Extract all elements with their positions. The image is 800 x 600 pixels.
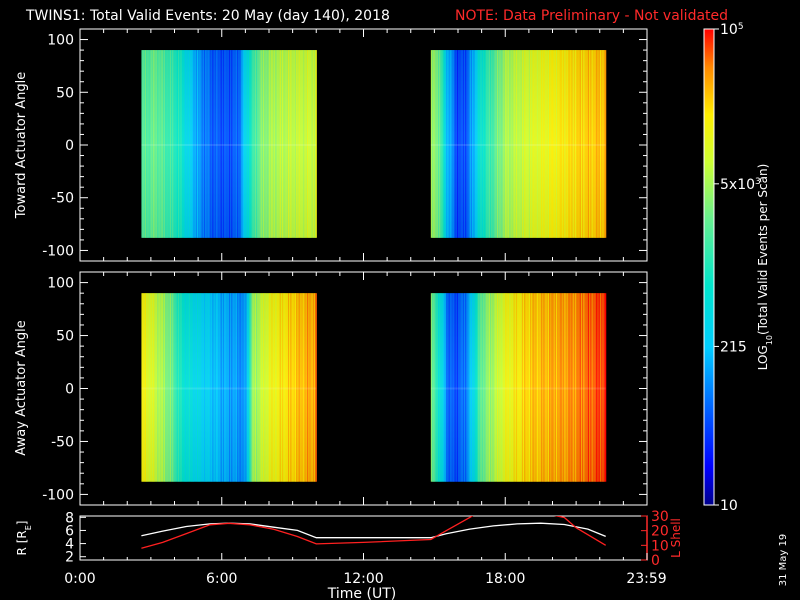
r-axis-label-main: R [R	[15, 530, 29, 555]
y-tick-label: 0	[65, 138, 74, 154]
toward-y-axis-label: Toward Actuator Angle	[14, 72, 29, 219]
colorbar-tick-label: 215	[720, 339, 747, 355]
toward-heatmap-cells	[141, 50, 607, 238]
r-axis-label-sub: E	[24, 525, 33, 530]
y-tick-label: -50	[51, 434, 74, 450]
r-axis-label: R [RE]	[15, 521, 33, 556]
away-y-axis-label: Away Actuator Angle	[14, 320, 29, 455]
time-axis-label: Time (UT)	[327, 586, 396, 600]
colorbar-tick-label: 10	[720, 498, 738, 514]
r-axis-label-end: ]	[15, 521, 29, 526]
colorbar-tick-label: 105	[720, 22, 744, 38]
time-tick-label: 23:59	[626, 571, 666, 587]
y-tick-label: -100	[42, 487, 74, 503]
heatmap-shading	[141, 50, 317, 238]
lshell-tick-label: 20	[651, 524, 669, 540]
orbit-series	[141, 516, 607, 549]
time-tick-label: 0:00	[64, 571, 95, 587]
y-tick-label: 0	[65, 382, 74, 398]
colorbar-tick-exponent: 3	[755, 177, 761, 187]
date-stamp: 31 May 19	[778, 534, 789, 586]
r-tick-label: 4	[65, 537, 74, 553]
lshell-tick-label: 0	[651, 553, 660, 569]
heatmap-shading	[430, 50, 606, 238]
colorbar-label: LOG10(Total Valid Events per Scan)	[756, 164, 774, 371]
chart-title: TWINS1: Total Valid Events: 20 May (day …	[25, 8, 390, 24]
colorbar-label-prefix: LOG	[756, 345, 770, 370]
colorbar-tick-exponent: 5	[738, 22, 744, 32]
r-distance-line	[141, 522, 606, 539]
heatmap-shading	[430, 293, 606, 482]
colorbar-ticks: 10 215 5x103 105	[714, 22, 761, 514]
y-tick-label: 100	[47, 276, 74, 292]
toward-y-ticks: -100 -50 0 50 100	[42, 29, 648, 261]
away-heatmap-panel: -100 -50 0 50 100 Away Actuator Angle	[14, 271, 648, 506]
colorbar-tick-label: 5x103	[720, 177, 761, 193]
lshell-line	[141, 516, 607, 549]
y-tick-label: 50	[56, 329, 74, 345]
away-y-ticks: -100 -50 0 50 100	[42, 272, 648, 505]
y-tick-label: 50	[56, 85, 74, 101]
preliminary-note: NOTE: Data Preliminary - Not validated	[455, 8, 728, 24]
y-tick-label: -100	[42, 243, 74, 259]
r-tick-label: 2	[65, 550, 74, 566]
heatmap-shading	[141, 293, 317, 482]
toward-heatmap-panel: -100 -50 0 50 100 Toward Actuator Angle	[14, 28, 648, 262]
r-tick-label: 8	[65, 510, 74, 526]
lshell-tick-label: 10	[651, 538, 669, 554]
colorbar-frame	[703, 28, 715, 506]
y-tick-label: 100	[47, 33, 74, 49]
time-tick-label: 12:00	[343, 571, 383, 587]
colorbar-label-sub: 10	[765, 335, 774, 345]
time-tick-label: 6:00	[206, 571, 237, 587]
r-tick-label: 6	[65, 523, 74, 539]
colorbar-gradient	[704, 29, 714, 505]
lshell-axis-label: L Shell	[669, 518, 683, 558]
y-tick-label: -50	[51, 191, 74, 207]
away-heatmap-cells	[141, 293, 607, 482]
time-tick-label: 18:00	[485, 571, 525, 587]
colorbar-label-rest: (Total Valid Events per Scan)	[756, 164, 770, 335]
lshell-tick-label: 30	[651, 509, 669, 525]
